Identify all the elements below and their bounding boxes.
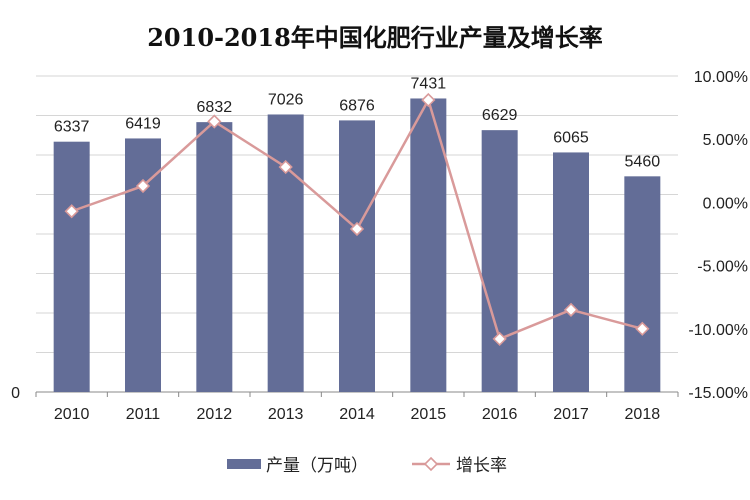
y-right-tick-label: -10.00%	[688, 322, 748, 339]
bar	[553, 152, 589, 392]
growth-point	[64, 204, 79, 219]
bar-data-label: 6832	[197, 99, 233, 116]
x-tick-label: 2015	[411, 406, 447, 423]
chart-title: 2010-2018年中国化肥行业产量及增长率	[147, 23, 603, 52]
y-left-tick-label: 0	[11, 385, 20, 402]
legend-label-production: 产量（万吨）	[266, 456, 368, 476]
bar	[624, 176, 661, 392]
bar-data-label: 7026	[268, 91, 304, 108]
bar	[410, 98, 447, 393]
growth-point	[492, 331, 507, 347]
growth-point	[207, 114, 222, 129]
y-right-tick-label: -5.00%	[697, 259, 748, 276]
bar	[53, 141, 90, 392]
y-right-tick-label: 5.00%	[703, 132, 748, 149]
y-right-tick-label: 0.00%	[703, 195, 748, 212]
legend-label-growth: 增长率	[456, 456, 507, 476]
x-tick-label: 2014	[339, 406, 375, 423]
bar	[196, 122, 233, 393]
legend-swatch-production	[227, 459, 261, 469]
bar	[267, 114, 304, 393]
bar	[339, 120, 375, 392]
bar-data-label: 6419	[125, 115, 161, 132]
y-right-tick-label: 10.00%	[694, 69, 748, 86]
bar-data-label: 7431	[411, 75, 447, 92]
x-tick-label: 2013	[268, 406, 304, 423]
bar	[481, 130, 518, 393]
growth-point	[135, 178, 151, 194]
x-tick-label: 2010	[54, 406, 90, 423]
bar-data-label: 5460	[625, 153, 661, 170]
x-tick-label: 2017	[553, 406, 589, 423]
bar-data-label: 6876	[339, 97, 375, 114]
x-tick-label: 2018	[625, 406, 661, 423]
growth-point	[421, 92, 436, 108]
bar-data-label: 6629	[482, 107, 518, 124]
x-tick-label: 2011	[126, 406, 161, 423]
x-tick-label: 2012	[197, 406, 233, 423]
legend-marker-growth	[423, 456, 439, 472]
growth-point	[349, 221, 365, 237]
growth-point	[278, 159, 293, 175]
bar-data-label: 6337	[54, 119, 90, 136]
growth-point	[563, 302, 579, 317]
bar-data-label: 6065	[553, 129, 589, 146]
growth-point	[635, 321, 650, 336]
bar	[125, 138, 161, 392]
y-right-tick-label: -15.00%	[688, 385, 748, 402]
x-tick-label: 2016	[482, 406, 518, 423]
